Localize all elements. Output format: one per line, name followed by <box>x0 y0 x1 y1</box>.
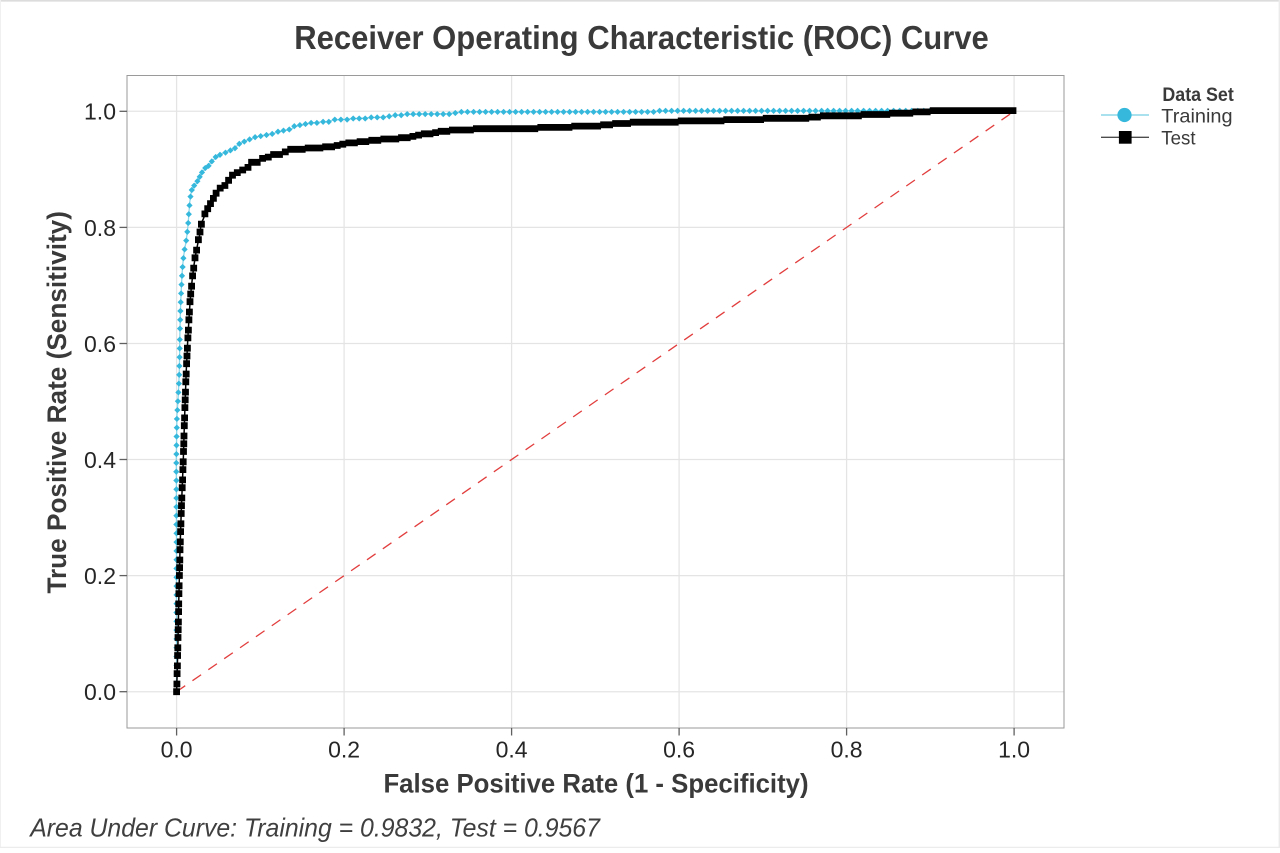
svg-text:0.8: 0.8 <box>84 215 116 241</box>
svg-text:1.0: 1.0 <box>998 736 1030 762</box>
svg-text:0.4: 0.4 <box>84 447 116 473</box>
svg-text:Area Under Curve: Training = 0: Area Under Curve: Training = 0.9832, Tes… <box>28 814 601 843</box>
svg-text:1.0: 1.0 <box>84 99 116 125</box>
svg-text:Training: Training <box>1161 106 1232 127</box>
svg-text:0.0: 0.0 <box>84 679 116 705</box>
svg-text:0.2: 0.2 <box>84 563 116 589</box>
svg-text:0.4: 0.4 <box>496 736 528 762</box>
svg-text:False Positive Rate (1 - Speci: False Positive Rate (1 - Specificity) <box>383 768 808 799</box>
svg-text:0.0: 0.0 <box>161 736 193 762</box>
svg-text:Receiver Operating Characteris: Receiver Operating Characteristic (ROC) … <box>294 19 989 56</box>
svg-text:True Positive Rate (Sensitivit: True Positive Rate (Sensitivity) <box>41 211 71 594</box>
svg-text:0.6: 0.6 <box>84 331 116 357</box>
svg-text:0.2: 0.2 <box>328 736 360 762</box>
svg-text:Test: Test <box>1161 127 1196 148</box>
svg-text:Data Set: Data Set <box>1162 83 1233 105</box>
svg-text:0.8: 0.8 <box>831 736 863 762</box>
svg-text:0.6: 0.6 <box>663 736 695 762</box>
